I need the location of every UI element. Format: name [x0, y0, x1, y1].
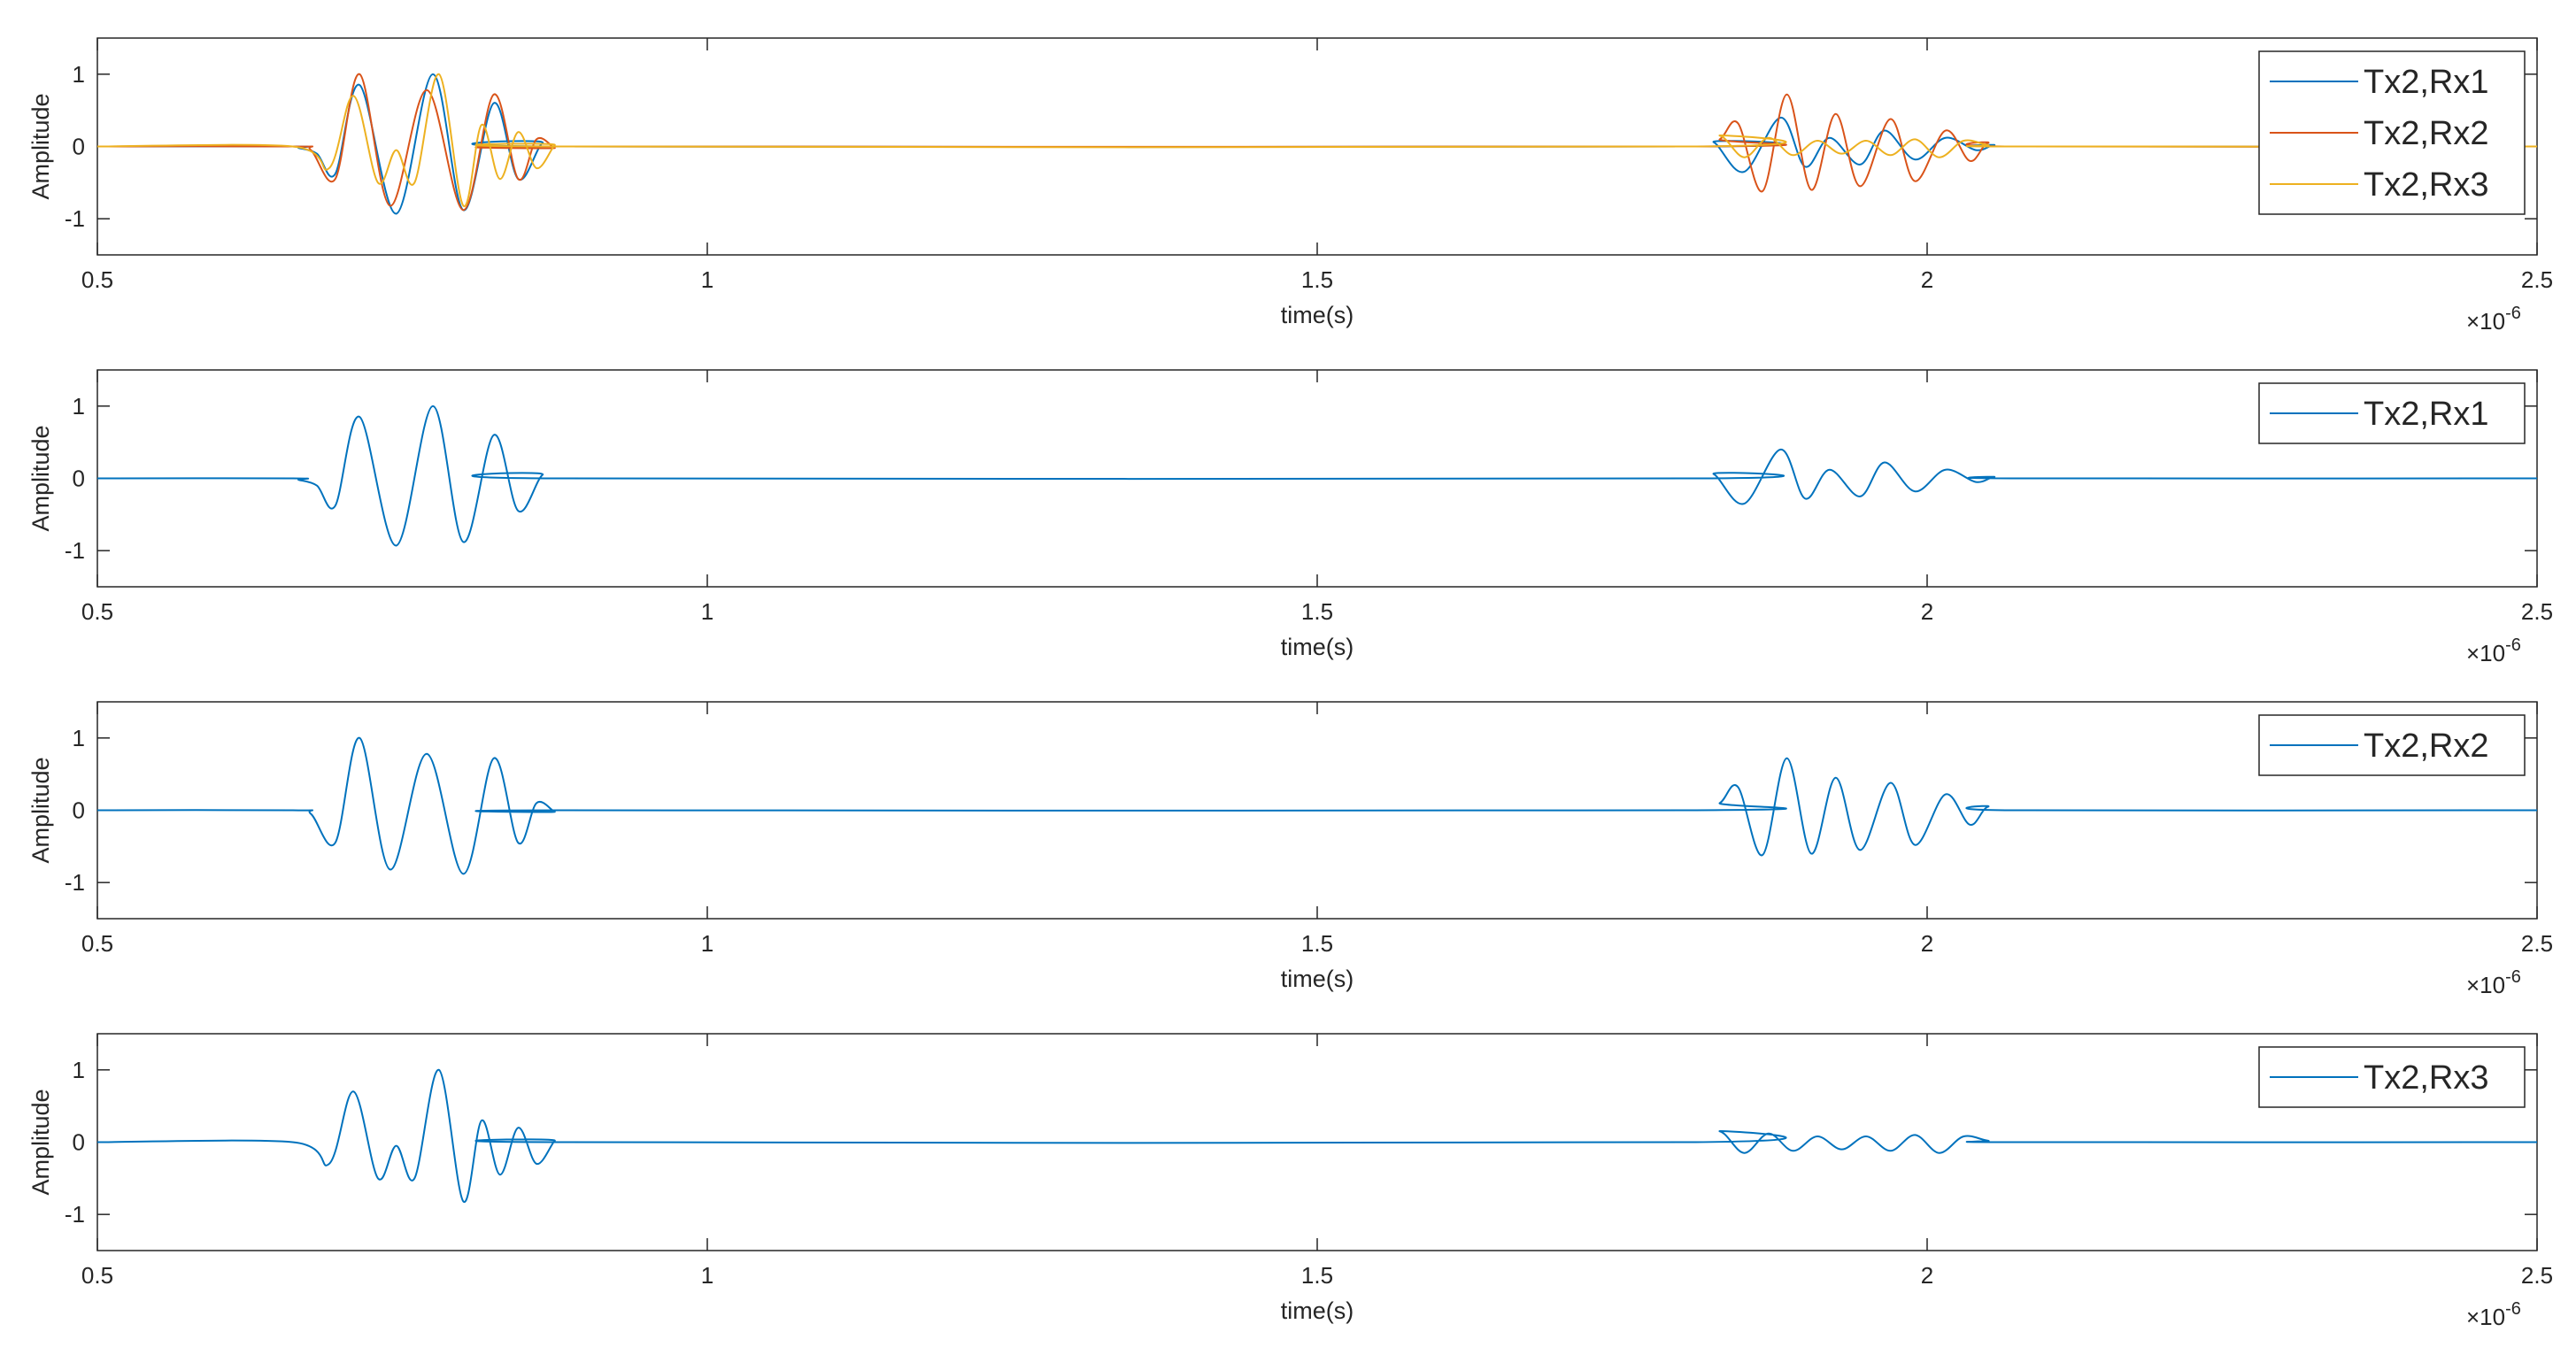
y-axis-label: Amplitude — [27, 757, 54, 863]
x-exponent-label: ×10-6 — [2466, 635, 2521, 666]
x-exponent-label: ×10-6 — [2466, 967, 2521, 998]
subplot-4: 0.5 1 1.5 2 2.5 1 0 -1 time(s) Amplitude ×10-6 Tx2,… — [27, 1033, 2553, 1330]
x-tick-label: 1.5 — [1301, 266, 1333, 293]
x-tick-label: 2 — [1921, 598, 1933, 625]
y-axis-label: Amplitude — [27, 93, 54, 199]
subplot-1: 0.5 1 1.5 2 2.5 1 0 -1 time(s) Amplitude ×10-6 Tx2,… — [27, 37, 2553, 335]
legend-label: Tx2,Rx2 — [2364, 115, 2488, 152]
legend: Tx2,Rx2 — [2258, 714, 2526, 776]
x-tick-label: 1.5 — [1301, 930, 1333, 957]
x-tick-label: 1.5 — [1301, 1262, 1333, 1289]
x-exponent-power: -6 — [2505, 635, 2521, 655]
x-exponent-label: ×10-6 — [2466, 304, 2521, 335]
y-tick-label: 1 — [73, 725, 85, 751]
subplot-3: 0.5 1 1.5 2 2.5 1 0 -1 time(s) Amplitude ×10-6 Tx2,… — [27, 701, 2553, 998]
subplot-2: 0.5 1 1.5 2 2.5 1 0 -1 time(s) Amplitude ×10-6 Tx2,… — [27, 369, 2553, 666]
legend-label: Tx2,Rx2 — [2364, 728, 2488, 765]
y-tick-label: 0 — [73, 134, 85, 160]
y-axis-label: Amplitude — [27, 425, 54, 531]
series-line-tx2-rx2 — [96, 736, 2538, 875]
x-exponent-power: -6 — [2505, 967, 2521, 987]
x-tick-label: 1 — [701, 598, 713, 625]
legend-label: Tx2,Rx1 — [2364, 396, 2488, 433]
x-tick-label: 2.5 — [2521, 598, 2553, 625]
x-tick-label: 2 — [1921, 1262, 1933, 1289]
y-tick-label: -1 — [65, 537, 85, 564]
x-tick-label: 1 — [701, 1262, 713, 1289]
y-tick-label: -1 — [65, 869, 85, 896]
y-axis-label: Amplitude — [27, 1089, 54, 1195]
x-tick-label: 2.5 — [2521, 930, 2553, 957]
legend: Tx2,Rx3 — [2258, 1046, 2526, 1108]
x-axis-label: time(s) — [1281, 634, 1354, 660]
y-tick-label: 0 — [73, 1129, 85, 1156]
x-exponent-label: ×10-6 — [2466, 1299, 2521, 1330]
x-tick-label: 0.5 — [81, 598, 113, 625]
legend: Tx2,Rx1 — [2258, 382, 2526, 444]
x-tick-label: 2.5 — [2521, 266, 2553, 293]
legend-label: Tx2,Rx1 — [2364, 64, 2488, 101]
x-tick-label: 1 — [701, 266, 713, 293]
series-line-tx2-rx3 — [96, 73, 2538, 207]
x-exponent-power: -6 — [2505, 304, 2521, 323]
x-tick-label: 0.5 — [81, 266, 113, 293]
legend-label: Tx2,Rx3 — [2364, 166, 2488, 204]
x-tick-label: 0.5 — [81, 1262, 113, 1289]
x-tick-label: 0.5 — [81, 930, 113, 957]
x-tick-label: 1.5 — [1301, 598, 1333, 625]
x-tick-label: 2 — [1921, 266, 1933, 293]
x-tick-label: 2.5 — [2521, 1262, 2553, 1289]
series-line-tx2-rx1 — [96, 404, 2538, 547]
y-tick-label: 1 — [73, 1057, 85, 1083]
x-axis-label: time(s) — [1281, 302, 1354, 328]
y-tick-label: 1 — [73, 393, 85, 420]
x-exponent-power: -6 — [2505, 1299, 2521, 1319]
legend-label: Tx2,Rx3 — [2364, 1059, 2488, 1097]
x-tick-label: 1 — [701, 930, 713, 957]
y-tick-label: -1 — [65, 1201, 85, 1228]
series-line-tx2-rx3 — [96, 1068, 2538, 1203]
y-tick-label: -1 — [65, 205, 85, 232]
x-tick-label: 2 — [1921, 930, 1933, 957]
x-axis-label: time(s) — [1281, 1297, 1354, 1324]
y-tick-label: 1 — [73, 61, 85, 88]
y-tick-label: 0 — [73, 797, 85, 824]
y-tick-label: 0 — [73, 466, 85, 492]
x-axis-label: time(s) — [1281, 966, 1354, 992]
legend: Tx2,Rx1 Tx2,Rx2 Tx2,Rx3 — [2258, 50, 2526, 215]
